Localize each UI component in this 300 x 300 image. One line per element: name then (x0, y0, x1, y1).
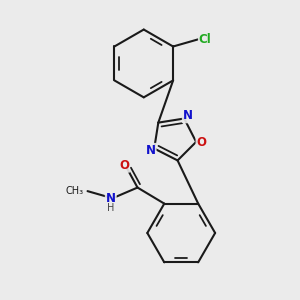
Text: O: O (196, 136, 206, 149)
Text: Cl: Cl (199, 33, 211, 46)
Text: N: N (146, 144, 156, 157)
Text: H: H (107, 203, 114, 213)
Text: O: O (119, 159, 129, 172)
Text: N: N (183, 109, 193, 122)
Text: N: N (106, 192, 116, 205)
Text: CH₃: CH₃ (66, 186, 84, 196)
